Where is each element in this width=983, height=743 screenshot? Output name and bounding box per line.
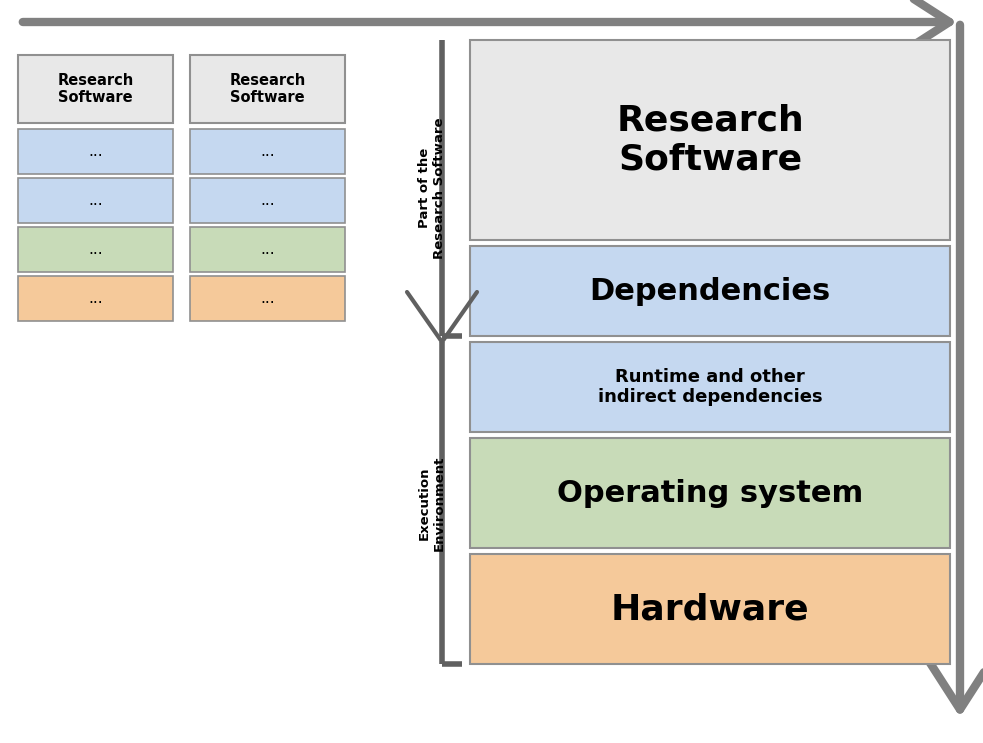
FancyBboxPatch shape	[470, 40, 950, 240]
Text: Hardware: Hardware	[610, 592, 809, 626]
FancyBboxPatch shape	[190, 276, 345, 321]
Text: ...: ...	[260, 291, 275, 306]
Text: Research
Software: Research Software	[616, 103, 804, 177]
Text: Runtime and other
indirect dependencies: Runtime and other indirect dependencies	[598, 368, 823, 406]
FancyBboxPatch shape	[470, 342, 950, 432]
FancyBboxPatch shape	[470, 246, 950, 336]
Text: ...: ...	[260, 242, 275, 257]
FancyBboxPatch shape	[18, 178, 173, 223]
FancyBboxPatch shape	[18, 55, 173, 123]
Text: Dependencies: Dependencies	[590, 276, 831, 305]
Text: ...: ...	[88, 291, 103, 306]
FancyBboxPatch shape	[470, 438, 950, 548]
FancyBboxPatch shape	[190, 129, 345, 174]
Text: Operating system: Operating system	[557, 478, 863, 507]
FancyBboxPatch shape	[18, 276, 173, 321]
FancyBboxPatch shape	[190, 55, 345, 123]
Text: ...: ...	[88, 242, 103, 257]
Text: Research
Software: Research Software	[57, 73, 134, 106]
Text: ...: ...	[88, 144, 103, 159]
Text: ...: ...	[260, 193, 275, 208]
Text: ...: ...	[88, 193, 103, 208]
FancyBboxPatch shape	[18, 227, 173, 272]
Text: Research
Software: Research Software	[229, 73, 306, 106]
FancyBboxPatch shape	[190, 178, 345, 223]
Text: Execution
Environment: Execution Environment	[418, 455, 446, 551]
FancyBboxPatch shape	[190, 227, 345, 272]
Text: Part of the
Research Software: Part of the Research Software	[418, 117, 446, 259]
FancyBboxPatch shape	[18, 129, 173, 174]
Text: ...: ...	[260, 144, 275, 159]
FancyBboxPatch shape	[470, 554, 950, 664]
